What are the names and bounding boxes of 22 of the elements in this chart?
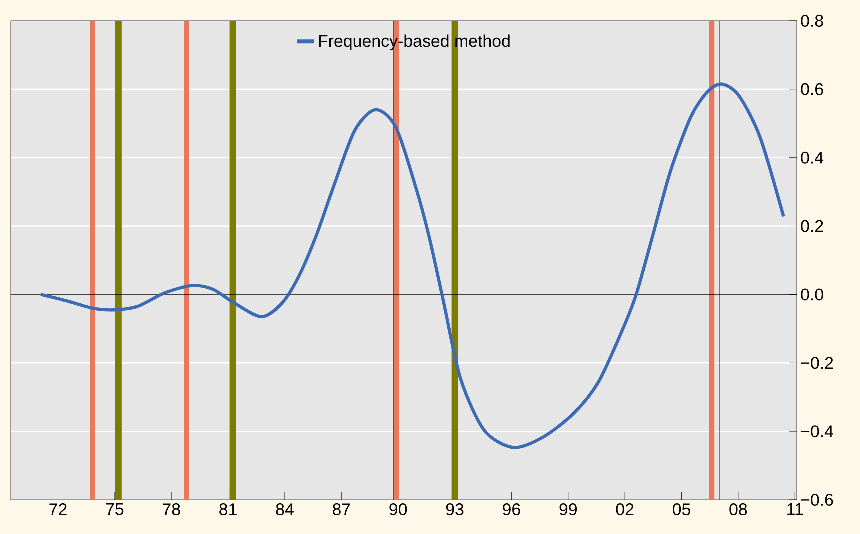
x-tick-label: 84 bbox=[276, 504, 294, 516]
x-tick-label: 99 bbox=[560, 504, 578, 516]
y-tick-label: −0.6 bbox=[801, 494, 834, 506]
x-tick-label: 90 bbox=[390, 504, 408, 516]
x-tick-label: 81 bbox=[220, 504, 237, 516]
y-tick-label: 0.4 bbox=[801, 152, 824, 164]
y-tick-label: 0.2 bbox=[801, 220, 824, 232]
x-tick-label: 72 bbox=[50, 504, 67, 516]
y-tick-label: 0.6 bbox=[801, 83, 824, 96]
x-tick-label: 93 bbox=[446, 504, 464, 516]
x-tick-label: 96 bbox=[503, 504, 520, 516]
x-tick-label: 08 bbox=[730, 504, 748, 516]
x-tick-label: 11 bbox=[788, 504, 804, 516]
y-tick-label: −0.4 bbox=[801, 426, 834, 438]
y-tick-label: 0.0 bbox=[801, 288, 824, 301]
x-tick-label: 02 bbox=[616, 504, 634, 516]
x-tick-label: 87 bbox=[332, 504, 350, 516]
x-tick-label: 78 bbox=[163, 504, 180, 516]
x-tick-label: 05 bbox=[672, 504, 690, 516]
x-tick-label: 75 bbox=[106, 504, 124, 516]
y-tick-label: −0.2 bbox=[801, 357, 834, 370]
y-tick-label: 0.8 bbox=[801, 14, 824, 27]
